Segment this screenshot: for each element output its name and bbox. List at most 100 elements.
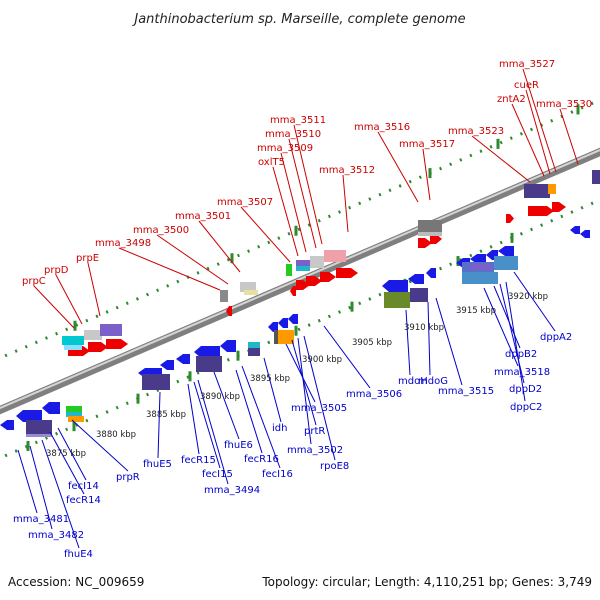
kbp-tick-label: 3910 kbp: [404, 323, 444, 333]
gene-label-top: mma_3527: [499, 59, 555, 70]
gene-block: [142, 374, 170, 390]
gene-block: [26, 420, 52, 434]
gene-block: [296, 260, 310, 266]
gene-reverse-arrow: [470, 254, 486, 264]
gene-block: [462, 272, 498, 284]
label-leader: [522, 68, 557, 173]
gene-reverse-arrow: [176, 354, 190, 364]
gene-label-bottom: mdoG: [418, 376, 448, 387]
gene-block: [494, 256, 518, 270]
label-leader: [297, 337, 312, 445]
gene-label-top: mma_3509: [257, 143, 313, 154]
gene-block: [418, 232, 442, 236]
kbp-tick-label: 3900 kbp: [302, 355, 342, 365]
gene-label-top: mma_3510: [265, 129, 321, 140]
gene-reverse-arrow: [498, 246, 514, 256]
label-leader: [377, 131, 419, 203]
gene-forward-arrow: [418, 238, 432, 248]
label-leader: [422, 148, 431, 201]
gene-label-top: mma_3517: [399, 139, 455, 150]
gene-reverse-arrow: [570, 226, 580, 234]
label-leader: [471, 135, 531, 183]
gene-forward-arrow: [320, 272, 336, 282]
label-leader: [241, 365, 281, 469]
label-leader: [41, 439, 80, 549]
label-leader: [17, 449, 38, 514]
gene-block: [470, 264, 492, 270]
gene-block: [84, 330, 102, 340]
label-leader: [280, 152, 307, 253]
gene-block: [66, 406, 82, 412]
track-outer-top: [0, 98, 600, 360]
gene-label-top: prpC: [22, 276, 46, 287]
gene-block: [592, 170, 600, 184]
gene-forward-arrow: [306, 276, 322, 286]
label-leader: [49, 431, 85, 495]
gene-label-top: mma_3523: [448, 126, 504, 137]
gene-forward-arrow: [506, 214, 514, 223]
label-leader-lines: [17, 68, 579, 549]
gene-block: [524, 184, 550, 198]
label-leader: [87, 262, 101, 317]
gene-reverse-arrow: [408, 274, 424, 284]
label-leader: [235, 369, 263, 454]
gene-block: [248, 342, 260, 348]
label-leader: [33, 285, 75, 329]
label-leader: [157, 391, 161, 459]
position-tick-labels: 3875 kbp 3880 kbp 3885 kbp 3890 kbp 3895 kbp…: [46, 292, 548, 459]
gene-label-top: mma_3507: [217, 197, 273, 208]
kbp-tick-label: 3895 kbp: [250, 374, 290, 384]
gene-label-top: mma_3512: [319, 165, 375, 176]
gene-reverse-arrow: [580, 230, 590, 238]
label-leader: [285, 343, 316, 403]
gene-reverse-arrow: [220, 340, 236, 352]
gene-reverse-arrow: [194, 346, 220, 358]
kbp-tick-label: 3885 kbp: [146, 410, 186, 420]
gene-forward-arrow: [430, 234, 442, 244]
label-leader: [525, 89, 551, 175]
gene-label-bottom: fecI16: [262, 469, 293, 480]
label-leader: [293, 124, 323, 245]
gene-forward-arrow: [528, 206, 554, 216]
label-leader: [272, 166, 299, 257]
gene-forward-arrow: [552, 202, 566, 212]
gene-label-bottom: dppA2: [540, 332, 572, 343]
gene-label-top: mma_3516: [354, 122, 410, 133]
gene-block: [410, 288, 428, 302]
label-leader: [342, 174, 349, 233]
gene-label-bottom: rpoE8: [320, 461, 349, 472]
gene-block: [68, 416, 84, 422]
gene-forward-arrow: [290, 286, 296, 296]
gene-block: [324, 250, 346, 262]
gene-block: [384, 292, 410, 308]
gene-label-top: mma_3500: [133, 225, 189, 236]
track-outer-bottom: [0, 198, 600, 460]
label-leader: [493, 285, 521, 349]
label-leader: [513, 271, 556, 332]
gene-block: [278, 330, 294, 344]
label-leader: [156, 234, 229, 285]
gene-label-bottom: mma_3505: [291, 403, 347, 414]
gene-reverse-arrow: [160, 360, 174, 370]
kbp-tick-label: 3890 kbp: [200, 392, 240, 402]
gene-block: [548, 184, 556, 194]
gene-label-bottom: mma_3481: [13, 514, 69, 525]
gene-block: [296, 266, 310, 271]
gene-label-bottom: fhuE5: [143, 459, 172, 470]
label-leader: [71, 419, 129, 472]
gene-label-top: oxlT5: [258, 157, 285, 168]
gene-block: [244, 290, 258, 295]
label-leader: [197, 379, 229, 485]
label-leader: [55, 274, 83, 325]
gene-reverse-arrow: [278, 318, 288, 328]
label-leader: [435, 297, 463, 386]
label-leader: [193, 381, 221, 469]
label-leader: [559, 108, 579, 165]
gene-label-bottom: dppC2: [510, 402, 542, 413]
gene-label-bottom: fhuE4: [64, 549, 93, 560]
genome-summary-text: Topology: circular; Length: 4,110,251 bp…: [261, 575, 592, 589]
gene-block: [240, 282, 256, 292]
gene-label-top: prpD: [44, 265, 69, 276]
gene-label-bottom: mma_3518: [494, 367, 550, 378]
